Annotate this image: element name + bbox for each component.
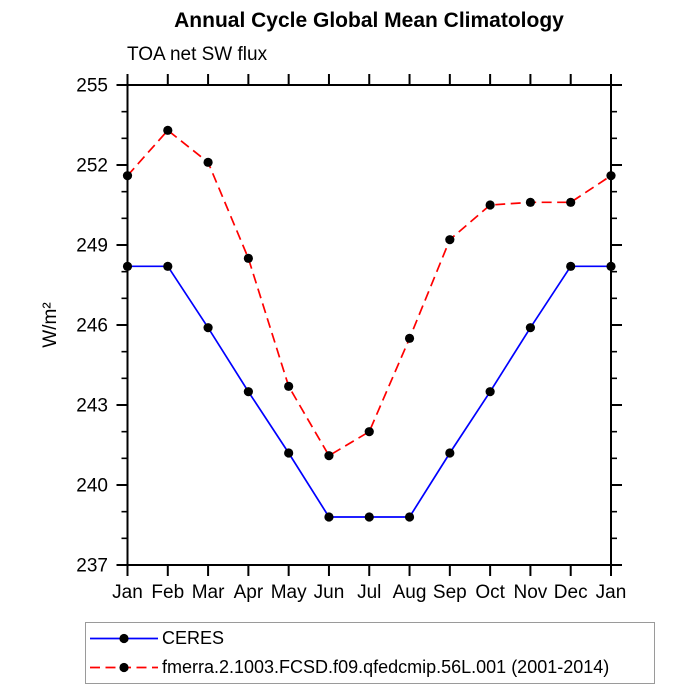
y-axis-title: W/m²	[40, 302, 61, 347]
legend-marker-icon	[119, 662, 129, 673]
data-point-marker	[364, 427, 374, 437]
data-point-marker	[324, 512, 334, 522]
y-tick-label: 237	[76, 556, 108, 577]
data-point-marker	[243, 253, 253, 263]
data-point-marker	[284, 448, 294, 458]
legend-label-0: CERES	[162, 628, 225, 648]
y-tick-label: 240	[76, 476, 108, 497]
x-tick-label: Nov	[514, 582, 548, 603]
x-tick-label: Aug	[393, 582, 427, 603]
data-point-marker	[404, 333, 415, 343]
data-point-marker	[364, 512, 374, 522]
legend-label-1: fmerra.2.1003.FCSD.f09.qfedcmip.56L.001 …	[162, 657, 610, 677]
x-tick-label: Jan	[112, 582, 143, 603]
data-point-marker	[566, 261, 576, 271]
y-tick-label: 252	[76, 156, 108, 177]
x-tick-label: Apr	[234, 582, 264, 603]
series-line-0	[127, 265, 611, 518]
x-tick-label: Jan	[596, 582, 627, 603]
data-point-marker	[606, 171, 616, 181]
y-tick-label: 246	[76, 316, 108, 337]
x-tick-label: Jul	[357, 582, 381, 603]
x-tick-label: Jun	[314, 582, 345, 603]
data-point-marker	[525, 197, 536, 207]
data-point-marker	[203, 323, 213, 333]
chart-subtitle: TOA net SW flux	[127, 44, 268, 65]
data-point-marker	[606, 261, 616, 271]
data-point-marker	[485, 200, 495, 210]
legend-line-sample-1	[90, 662, 158, 673]
x-tick-label: May	[271, 582, 307, 603]
series-line-1	[126, 129, 612, 457]
data-point-marker	[445, 235, 455, 245]
legend-marker-icon	[119, 633, 129, 644]
data-point-marker	[163, 261, 173, 271]
x-tick-label: Mar	[192, 582, 225, 603]
chart-title: Annual Cycle Global Mean Climatology	[174, 9, 564, 32]
data-point-marker	[445, 448, 455, 458]
data-point-marker	[404, 512, 415, 522]
y-tick-label: 243	[76, 396, 108, 417]
data-point-marker	[122, 171, 133, 181]
data-point-marker	[324, 451, 334, 461]
data-point-marker	[284, 381, 294, 391]
data-point-marker	[566, 197, 576, 207]
x-tick-label: Dec	[554, 582, 588, 603]
data-point-marker	[163, 125, 173, 135]
y-tick-label: 249	[76, 236, 108, 257]
legend-row-0: CERES	[89, 624, 654, 653]
y-tick-label: 255	[76, 76, 108, 97]
data-point-marker	[203, 157, 213, 167]
data-point-marker	[243, 387, 253, 397]
x-tick-label: Feb	[151, 582, 184, 603]
data-point-marker	[485, 387, 495, 397]
legend-row-1: fmerra.2.1003.FCSD.f09.qfedcmip.56L.001 …	[89, 653, 654, 682]
data-point-marker	[122, 261, 133, 271]
x-tick-label: Sep	[433, 582, 467, 603]
legend: CERES fmerra.2.1003.FCSD.f09.qfedcmip.56L…	[85, 622, 655, 684]
x-tick-label: Oct	[475, 582, 505, 603]
data-point-marker	[525, 323, 536, 333]
legend-line-sample-0	[90, 633, 158, 644]
